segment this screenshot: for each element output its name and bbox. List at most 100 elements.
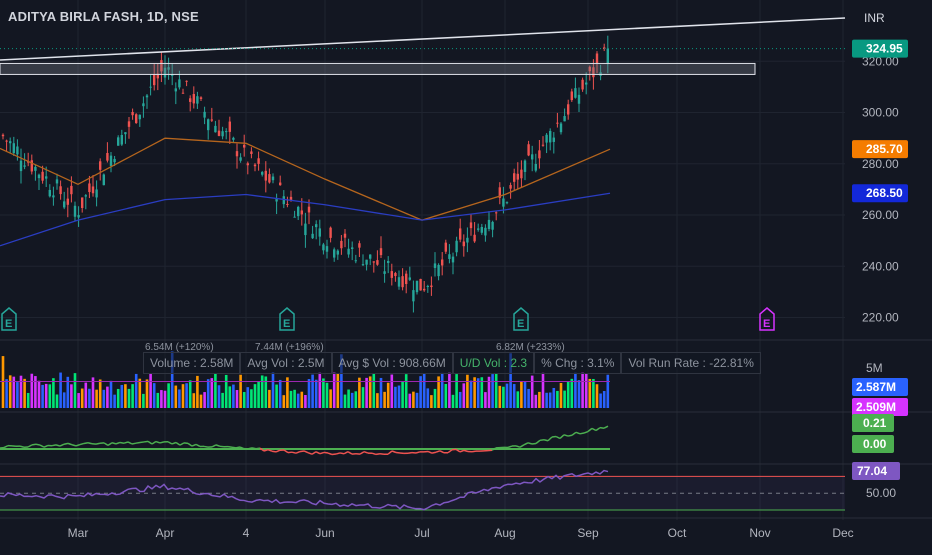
candle-body xyxy=(250,151,252,154)
candle-body xyxy=(23,165,25,166)
time-tick-label: Apr xyxy=(156,526,175,540)
volume-bar xyxy=(239,375,242,408)
indicator-line-segment xyxy=(144,441,148,442)
indicator-line-segment xyxy=(564,435,568,436)
candle-body xyxy=(437,265,439,276)
indicator-line-segment xyxy=(272,451,276,452)
volume-bar xyxy=(95,390,98,408)
indicator-line-segment xyxy=(64,443,68,444)
indicator-line-segment xyxy=(556,436,560,438)
indicator-line-segment xyxy=(292,452,296,453)
candle-body xyxy=(491,222,493,230)
candle-body xyxy=(502,198,504,206)
volume-bar xyxy=(373,374,376,408)
indicator-line-segment xyxy=(388,451,392,454)
candle-body xyxy=(139,115,141,120)
volume-bar xyxy=(567,382,570,408)
indicator-line-segment xyxy=(524,443,528,445)
candle-body xyxy=(455,241,457,252)
volume-bar xyxy=(70,384,73,408)
volume-bar xyxy=(131,384,134,408)
volume-bar xyxy=(578,380,581,408)
indicator-line-segment xyxy=(236,447,240,448)
candle-body xyxy=(193,94,195,103)
indicator-line-segment xyxy=(172,443,176,444)
candle-body xyxy=(283,196,285,204)
time-tick-label: Sep xyxy=(577,526,599,540)
price-tick-label: 280.00 xyxy=(862,157,899,171)
candle-body xyxy=(326,246,328,252)
candle-body xyxy=(232,138,234,140)
volume-bar xyxy=(85,383,88,408)
candle-body xyxy=(279,183,281,186)
volume-bar xyxy=(517,391,520,408)
rsi-band xyxy=(0,476,845,510)
candle-body xyxy=(409,277,411,279)
candle-body xyxy=(347,249,349,255)
candle-body xyxy=(333,249,335,257)
candle-body xyxy=(369,255,371,259)
candle-body xyxy=(419,279,421,290)
indicator-line-segment xyxy=(196,444,200,446)
candle-body xyxy=(585,83,587,85)
candle-body xyxy=(412,290,414,301)
candle-body xyxy=(103,174,105,185)
indicator-line-segment xyxy=(416,452,420,453)
candle-body xyxy=(9,141,11,143)
volume-bar xyxy=(347,390,350,408)
volume-bar xyxy=(250,389,253,408)
volume-bar xyxy=(9,375,12,408)
volume-bar xyxy=(283,395,286,408)
volume-stat: U/D Vol : 2.3 xyxy=(453,352,534,374)
volume-bar xyxy=(383,392,386,408)
candle-body xyxy=(538,150,540,158)
volume-bar xyxy=(196,376,199,408)
volume-bar xyxy=(164,391,167,408)
volume-bar xyxy=(56,394,59,408)
candle-body xyxy=(77,215,79,217)
volume-bar xyxy=(261,375,264,408)
candle-body xyxy=(355,260,357,261)
volume-bar xyxy=(585,373,588,408)
volume-bar xyxy=(38,381,41,408)
candle-body xyxy=(380,248,382,255)
candle-body xyxy=(135,114,137,123)
indicator-line-segment xyxy=(156,442,160,443)
volume-bar xyxy=(351,393,354,408)
candle-body xyxy=(596,54,598,64)
candle-body xyxy=(340,241,342,248)
indicator-line-segment xyxy=(548,437,552,441)
price-badge-label: 268.50 xyxy=(866,186,903,200)
currency-label: INR xyxy=(864,11,885,25)
volume-bar xyxy=(88,389,91,408)
indicator-line-segment xyxy=(40,445,44,447)
volume-bar xyxy=(110,381,113,408)
volume-bar xyxy=(394,387,397,408)
price-badge-label: 285.70 xyxy=(866,142,903,156)
indicator-line-segment xyxy=(168,442,172,444)
candle-body xyxy=(574,88,576,98)
candle-body xyxy=(59,186,61,194)
volume-bar xyxy=(207,379,210,408)
candle-body xyxy=(563,116,565,121)
volume-bar xyxy=(405,374,408,408)
indicator-line-segment xyxy=(32,444,36,445)
indicator-line-segment xyxy=(256,448,260,449)
candle-body xyxy=(445,243,447,252)
rsi-badge-label: 77.04 xyxy=(857,464,887,478)
candle-body xyxy=(391,271,393,278)
volume-bar xyxy=(153,383,156,408)
volume-bar xyxy=(41,385,44,408)
volume-bar xyxy=(20,376,23,408)
indicator-line-segment xyxy=(188,443,192,446)
price-tick-label: 300.00 xyxy=(862,106,899,120)
resistance-zone xyxy=(0,63,755,74)
volume-bar xyxy=(448,372,451,408)
indicator-badge-label: 0.21 xyxy=(863,416,887,430)
volume-bar xyxy=(27,393,30,408)
volume-bar xyxy=(135,374,138,408)
volume-bar xyxy=(214,373,217,408)
indicator-line-segment xyxy=(392,451,396,452)
